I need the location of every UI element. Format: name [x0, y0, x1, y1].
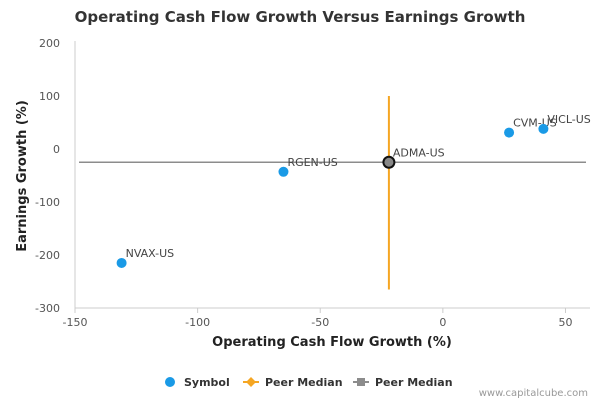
- point-label-rgen-us: RGEN-US: [287, 156, 337, 169]
- point-adma-us: [382, 155, 396, 169]
- y-tick-label: 200: [39, 37, 60, 50]
- x-tick-label: -50: [311, 316, 329, 329]
- chart-title: Operating Cash Flow Growth Versus Earnin…: [75, 8, 526, 26]
- y-tick-label: -300: [35, 302, 60, 315]
- x-tick-label: -150: [63, 316, 88, 329]
- point-vicl-us: [538, 123, 549, 134]
- y-tick-label: -200: [35, 249, 60, 262]
- y-tick-label: 100: [39, 90, 60, 103]
- legend: Symbol Peer Median Peer Median: [165, 376, 453, 389]
- legend-label: Peer Median: [265, 376, 343, 389]
- x-axis-label: Operating Cash Flow Growth (%): [212, 335, 452, 350]
- x-tick-label: 0: [439, 316, 446, 329]
- point-label-adma-us: ADMA-US: [393, 146, 445, 159]
- legend-marker-square: [357, 378, 365, 386]
- point-cvm-us: [504, 127, 515, 138]
- point-label-nvax-us: NVAX-US: [126, 247, 175, 260]
- point-label-vicl-us: VICL-US: [547, 113, 590, 126]
- y-tick-label: -100: [35, 196, 60, 209]
- x-tick-label: -100: [185, 316, 210, 329]
- x-tick-label: 50: [558, 316, 572, 329]
- legend-label: Peer Median: [375, 376, 453, 389]
- plot-area: -150 -100 -50 0 50 200 100 0 -100 -200 -300 NVAX-US…: [35, 37, 591, 329]
- y-axis-label: Earnings Growth (%): [15, 100, 30, 252]
- legend-marker-diamond: [246, 377, 256, 387]
- point-nvax-us: [116, 257, 127, 268]
- y-tick-label: 0: [53, 143, 60, 156]
- legend-marker-circle: [165, 377, 175, 387]
- point-rgen-us: [278, 166, 289, 177]
- legend-label: Symbol: [184, 376, 230, 389]
- credit-text: www.capitalcube.com: [479, 388, 588, 399]
